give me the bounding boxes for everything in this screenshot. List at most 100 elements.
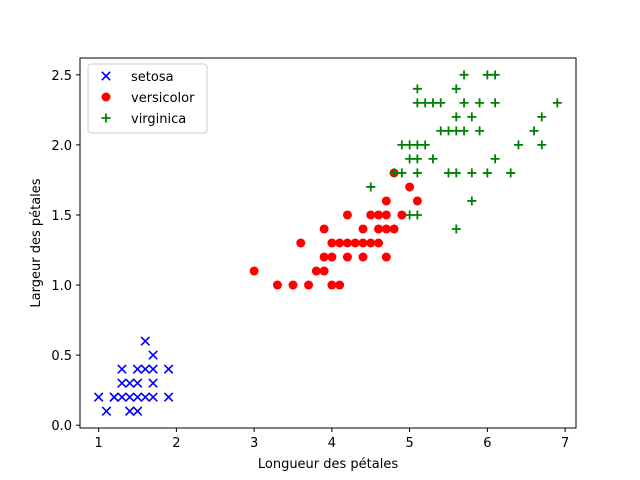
- data-point-virginica: [529, 126, 539, 136]
- data-point-setosa: [124, 378, 135, 388]
- legend-marker-virginica: [101, 113, 111, 123]
- data-point-virginica: [459, 98, 469, 108]
- data-point-setosa: [148, 392, 158, 402]
- data-point-virginica: [451, 112, 461, 122]
- data-point-versicolor: [374, 210, 384, 220]
- legend-item-setosa: setosa: [101, 70, 174, 85]
- data-point-virginica: [513, 140, 523, 150]
- data-point-versicolor: [358, 224, 368, 234]
- plot-marks: [93, 70, 562, 416]
- data-point-virginica: [490, 70, 500, 80]
- data-point-versicolor: [311, 266, 321, 276]
- legend-item-versicolor: versicolor: [101, 91, 195, 106]
- data-point-versicolor: [389, 224, 399, 234]
- data-point-versicolor: [342, 252, 352, 262]
- x-tick-label: 4: [328, 436, 336, 451]
- data-point-virginica: [451, 126, 461, 136]
- data-point-virginica: [444, 126, 454, 136]
- data-point-virginica: [482, 70, 492, 80]
- data-point-virginica: [366, 182, 376, 192]
- y-tick-label: 0.5: [51, 349, 72, 364]
- data-point-versicolor: [374, 224, 384, 234]
- data-point-versicolor: [319, 252, 329, 262]
- data-point-virginica: [475, 98, 485, 108]
- y-tick-label: 0.0: [51, 419, 72, 434]
- data-point-setosa: [163, 364, 174, 374]
- data-point-virginica: [537, 112, 547, 122]
- data-point-virginica: [482, 168, 492, 178]
- data-point-versicolor: [342, 238, 352, 248]
- data-point-versicolor: [350, 238, 360, 248]
- legend-item-virginica: virginica: [101, 112, 186, 127]
- data-point-virginica: [467, 112, 477, 122]
- x-tick-label: 7: [561, 436, 569, 451]
- data-point-versicolor: [249, 266, 259, 276]
- data-point-virginica: [412, 140, 422, 150]
- data-point-virginica: [405, 140, 415, 150]
- data-point-versicolor: [381, 210, 391, 220]
- data-point-setosa: [124, 392, 135, 402]
- y-axis: 0.0 0.5 1.0 1.5 2.0 2.5: [51, 69, 80, 434]
- data-point-virginica: [490, 98, 500, 108]
- data-point-virginica: [420, 140, 430, 150]
- y-tick-label: 1.5: [51, 209, 72, 224]
- data-point-setosa: [124, 406, 135, 416]
- data-point-virginica: [444, 168, 454, 178]
- data-point-versicolor: [381, 252, 391, 262]
- data-point-setosa: [117, 378, 127, 388]
- data-point-virginica: [467, 168, 477, 178]
- data-point-versicolor: [397, 210, 407, 220]
- data-point-setosa: [148, 378, 158, 388]
- data-point-setosa: [109, 392, 119, 402]
- data-point-virginica: [412, 98, 422, 108]
- data-point-virginica: [397, 168, 407, 178]
- data-point-virginica: [412, 210, 422, 220]
- data-point-setosa: [101, 406, 112, 416]
- y-tick-label: 1.0: [51, 279, 72, 294]
- data-point-virginica: [436, 126, 446, 136]
- data-point-virginica: [420, 98, 430, 108]
- data-point-versicolor: [288, 280, 298, 290]
- data-point-versicolor: [319, 224, 329, 234]
- data-point-setosa: [117, 364, 127, 374]
- data-point-versicolor: [381, 196, 391, 206]
- legend: setosa versicolor virginica: [87, 63, 208, 134]
- data-point-virginica: [475, 126, 485, 136]
- data-point-virginica: [436, 98, 446, 108]
- data-point-setosa: [132, 364, 143, 374]
- legend-marker-setosa: [101, 71, 111, 81]
- data-point-virginica: [389, 168, 399, 178]
- x-tick-label: 2: [172, 436, 180, 451]
- data-point-versicolor: [366, 210, 376, 220]
- x-tick-label: 6: [483, 436, 491, 451]
- data-point-setosa: [148, 350, 158, 360]
- data-point-versicolor: [342, 210, 352, 220]
- x-tick-label: 1: [95, 436, 103, 451]
- data-point-virginica: [490, 154, 500, 164]
- data-point-virginica: [405, 154, 415, 164]
- data-point-virginica: [459, 126, 469, 136]
- data-point-virginica: [506, 168, 516, 178]
- data-point-virginica: [451, 84, 461, 94]
- x-axis: 1 2 3 4 5 6 7: [95, 428, 569, 451]
- data-point-setosa: [163, 392, 174, 402]
- x-tick-label: 3: [250, 436, 258, 451]
- data-point-versicolor: [381, 224, 391, 234]
- data-point-versicolor: [296, 238, 306, 248]
- data-point-setosa: [140, 336, 151, 346]
- y-tick-label: 2.0: [51, 139, 72, 154]
- data-point-versicolor: [412, 196, 422, 206]
- data-point-setosa: [117, 392, 127, 402]
- legend-label-setosa: setosa: [131, 70, 174, 85]
- data-point-versicolor: [272, 280, 282, 290]
- y-axis-label: Largeur des pétales: [29, 178, 44, 307]
- data-point-setosa: [132, 406, 143, 416]
- legend-label-virginica: virginica: [131, 112, 186, 127]
- data-point-setosa: [132, 378, 143, 388]
- legend-label-versicolor: versicolor: [131, 91, 195, 106]
- data-point-setosa: [140, 364, 151, 374]
- data-point-virginica: [405, 210, 415, 220]
- data-point-versicolor: [358, 238, 368, 248]
- data-point-versicolor: [405, 182, 415, 192]
